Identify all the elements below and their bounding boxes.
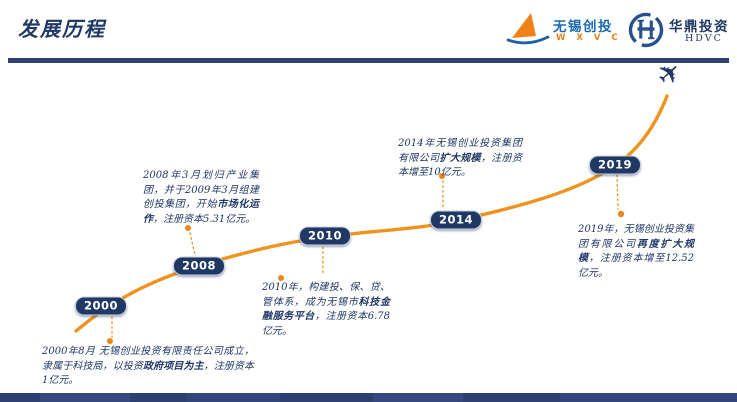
wxvc-logo-name: 无锡创投 [553,19,613,35]
hdvc-ring-icon [628,12,664,48]
header-divider [8,58,729,63]
connector-2008 [189,232,196,256]
milestone-note-2010: 2010年，构建投、保、贷、管体系，成为无锡市科技金融服务平台，注册资本6.78… [262,281,390,339]
note-text: 2010年，构建投、保、贷、管体系，成为无锡市 [262,282,390,308]
note-text: ，注册资本增至12.52亿元。 [578,253,694,279]
sail-shape [512,13,536,38]
hdvc-logo-name: 华鼎投资 [669,19,729,35]
note-text: 2019年，无锡创业投资集团有限公司 [578,224,694,250]
note-text-bold: 市场化运作 [143,199,260,225]
milestone-note-2000: 2000年8月 无锡创业投资有限责任公司成立，隶属于科技局，以投资政府项目为主，… [42,345,254,389]
year-badge-2008: 2008 [172,256,226,276]
note-text: ，注册资本6.78亿元。 [262,311,391,337]
note-text-bold: 再度扩大规模 [578,238,695,265]
milestone-note-2014: 2014年无锡创业投资集团有限公司扩大规模，注册资本增至10亿元。 [398,137,522,181]
note-text-bold: 扩大规模 [439,152,481,164]
note-text: ，注册资本1亿元。 [42,360,255,387]
milestone-note-2008: 2008年3月划归产业集团，并于2009年3月组建创投集团，开始市场化运作，注册… [143,169,259,227]
dot-2000 [107,338,113,344]
year-badge-2000: 2000 [74,296,128,316]
year-badge-2019: 2019 [588,155,642,175]
note-text: 2014年无锡创业投资集团有限公司 [398,138,522,164]
milestone-note-2019: 2019年，无锡创业投资集团有限公司再度扩大规模，注册资本增至12.52亿元。 [578,223,694,281]
year-badge-2014: 2014 [429,210,483,230]
ding-h-glyph [637,19,655,40]
note-text-bold: 政府项目为主 [143,360,204,372]
footer-bar [0,393,737,402]
year-badge-2010: 2010 [298,226,352,246]
hull-shape [506,35,550,45]
wxvc-sailboat-icon [506,13,550,45]
note-text: ，注册资本5.31亿元。 [153,213,256,225]
note-text-bold: 科技金融服务平台 [262,296,391,323]
wxvc-logo-abbr: W X V C [556,33,622,43]
dot-2019 [617,210,625,218]
note-text: 2008年3月划归产业集团，并于2009年3月组建创投集团，开始 [143,170,259,210]
connector-2019 [616,174,619,210]
note-text: 2000年8月 无锡创业投资有限责任公司成立，隶属于科技局，以投资 [42,346,254,372]
note-text: ，注册资本增至10亿元。 [398,152,523,179]
hdvc-logo-abbr: HDVC [685,33,723,44]
page-title: 发展历程 [18,17,106,41]
